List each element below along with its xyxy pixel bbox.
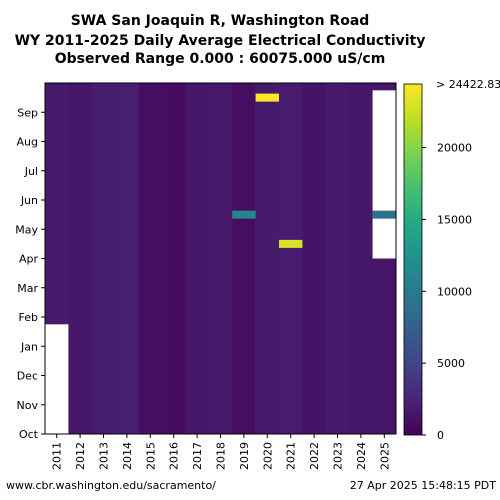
y-tick-label-Apr: Apr bbox=[19, 253, 39, 266]
colorbar-tick-label-0: 0 bbox=[437, 429, 444, 442]
x-tick-label-2012: 2012 bbox=[74, 442, 87, 470]
heatmap-column-2017 bbox=[185, 83, 210, 434]
y-tick-label-Nov: Nov bbox=[17, 399, 39, 412]
heatmap-column-2022 bbox=[302, 83, 327, 434]
colorbar-tick-label-15000: 15000 bbox=[437, 213, 472, 226]
y-tick-label-Sep: Sep bbox=[17, 106, 38, 119]
x-tick-label-2025: 2025 bbox=[378, 442, 391, 470]
heatmap-column-2019 bbox=[232, 83, 256, 434]
heatmap-column-2018 bbox=[208, 83, 233, 434]
chart-title-line-2: WY 2011-2025 Daily Average Electrical Co… bbox=[15, 33, 426, 49]
heatmap-column-2024 bbox=[349, 83, 373, 434]
heatmap-column-2013 bbox=[91, 83, 116, 434]
x-tick-label-2011: 2011 bbox=[51, 442, 64, 470]
y-tick-label-Mar: Mar bbox=[17, 282, 38, 295]
high-value-band-2019 bbox=[232, 210, 256, 219]
colorbar-tick-label-5000: 5000 bbox=[437, 357, 465, 370]
y-tick-label-Jun: Jun bbox=[20, 194, 38, 207]
y-tick-label-Oct: Oct bbox=[19, 428, 39, 441]
missing-data-2025 bbox=[372, 90, 396, 259]
y-axis: Oct Nov Dec Jan Feb Mar Apr May Jun Jul Aug Sep bbox=[15, 106, 45, 441]
y-tick-label-Jan: Jan bbox=[20, 340, 38, 353]
missing-data-2011 bbox=[45, 324, 69, 434]
heatmap-column-2015 bbox=[138, 83, 163, 434]
colorbar-top-label: > 24422.83 bbox=[436, 78, 500, 91]
heatmap-column-2016 bbox=[162, 83, 186, 434]
colorbar-tick-label-10000: 10000 bbox=[437, 285, 472, 298]
x-tick-label-2024: 2024 bbox=[355, 442, 368, 470]
x-tick-label-2023: 2023 bbox=[332, 442, 345, 470]
x-tick-label-2016: 2016 bbox=[168, 442, 181, 470]
colorbar-axis: 0 5000 10000 15000 20000 bbox=[422, 142, 472, 442]
heatmap-column-2012 bbox=[68, 83, 93, 434]
y-tick-label-Jul: Jul bbox=[24, 165, 38, 178]
heatmap-cells bbox=[45, 83, 397, 434]
y-tick-label-Feb: Feb bbox=[19, 311, 38, 324]
y-tick-label-Aug: Aug bbox=[17, 136, 38, 149]
heatmap-column-2023 bbox=[325, 83, 350, 434]
colorbar bbox=[403, 83, 423, 436]
heatmap-column-2020 bbox=[255, 83, 280, 434]
high-value-band-2021 bbox=[279, 239, 303, 248]
x-tick-label-2014: 2014 bbox=[121, 442, 134, 470]
x-tick-label-2022: 2022 bbox=[308, 442, 321, 470]
colorbar-tick-label-20000: 20000 bbox=[437, 142, 472, 155]
high-value-band-2025 bbox=[372, 210, 396, 219]
footer-url: www.cbr.washington.edu/sacramento/ bbox=[6, 479, 216, 492]
x-tick-label-2019: 2019 bbox=[238, 442, 251, 470]
footer-timestamp: 27 Apr 2025 15:48:15 PDT bbox=[350, 479, 497, 492]
chart-title-line-3: Observed Range 0.000 : 60075.000 uS/cm bbox=[55, 51, 386, 67]
x-tick-label-2021: 2021 bbox=[285, 442, 298, 470]
x-tick-label-2015: 2015 bbox=[144, 442, 157, 470]
x-tick-label-2020: 2020 bbox=[261, 442, 274, 470]
x-tick-label-2018: 2018 bbox=[215, 442, 228, 470]
heatmap-column-2021 bbox=[279, 83, 303, 434]
chart-title-line-1: SWA San Joaquin R, Washington Road bbox=[71, 13, 370, 29]
y-tick-label-Dec: Dec bbox=[17, 370, 38, 383]
x-tick-label-2013: 2013 bbox=[98, 442, 111, 470]
heatmap-column-2014 bbox=[115, 83, 139, 434]
high-value-band-2020 bbox=[255, 93, 279, 102]
x-tick-label-2017: 2017 bbox=[191, 442, 204, 470]
x-axis: 2011 2012 2013 2014 2015 2016 2017 2018 2019 2020… bbox=[51, 434, 391, 470]
y-tick-label-May: May bbox=[15, 223, 38, 236]
